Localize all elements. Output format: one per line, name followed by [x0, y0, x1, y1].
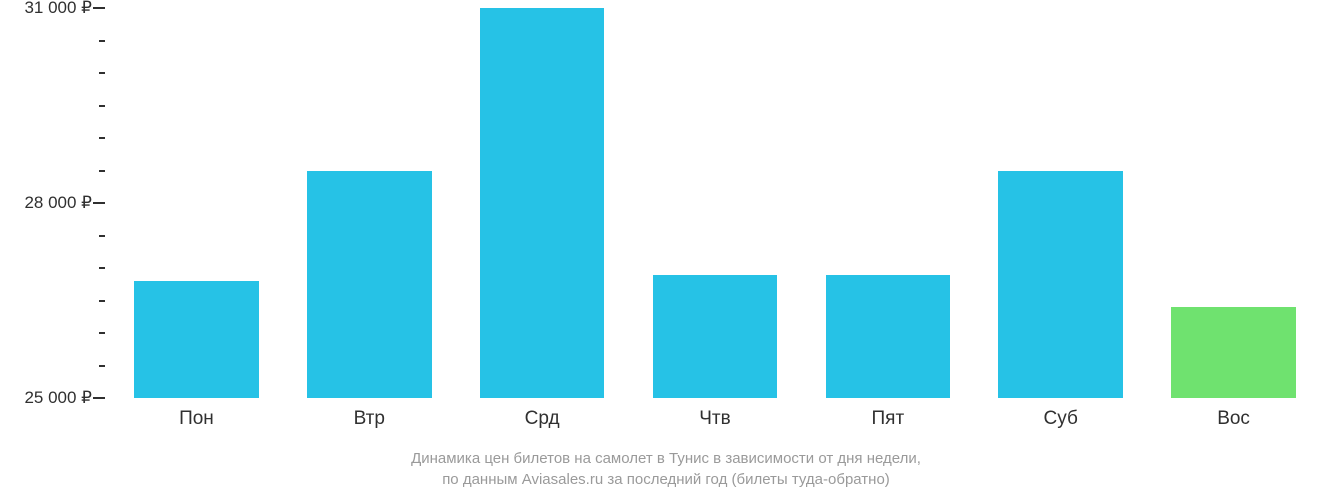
bar — [998, 171, 1122, 399]
bar — [480, 8, 604, 398]
y-tick-minor — [99, 40, 105, 42]
caption-line-2: по данным Aviasales.ru за последний год … — [442, 471, 890, 488]
y-tick-minor — [99, 267, 105, 269]
y-tick-minor — [99, 105, 105, 107]
y-tick-minor — [99, 235, 105, 237]
y-tick-minor — [99, 170, 105, 172]
chart-caption: Динамика цен билетов на самолет в Тунис … — [0, 448, 1332, 490]
caption-line-1: Динамика цен билетов на самолет в Тунис … — [411, 450, 921, 467]
y-axis: 25 000 ₽28 000 ₽31 000 ₽ — [0, 8, 110, 398]
y-tick-major — [93, 397, 105, 399]
bar — [653, 275, 777, 399]
x-tick-label: Вос — [1217, 408, 1250, 430]
x-axis: Пон Втр Срд Чтв Пят Суб Вос — [110, 408, 1320, 436]
price-by-weekday-chart: 25 000 ₽28 000 ₽31 000 ₽ ПонВтрСрдЧтвПят… — [0, 0, 1332, 502]
x-tick-label: Пят — [872, 408, 905, 430]
x-tick-label: Пон — [179, 408, 214, 430]
x-tick-label: Втр — [354, 408, 385, 430]
bar — [134, 281, 258, 398]
plot-area — [110, 8, 1320, 398]
y-tick-major — [93, 202, 105, 204]
x-tick-label: Суб — [1044, 408, 1078, 430]
y-tick-major — [93, 7, 105, 9]
y-tick-minor — [99, 300, 105, 302]
y-tick-minor — [99, 332, 105, 334]
y-tick-minor — [99, 137, 105, 139]
y-tick-label: 28 000 ₽ — [24, 193, 92, 213]
x-tick-label: Чтв — [699, 408, 730, 430]
bar — [826, 275, 950, 399]
y-tick-label: 25 000 ₽ — [24, 388, 92, 408]
bar — [1171, 307, 1295, 398]
y-tick-minor — [99, 365, 105, 367]
x-tick-label: Срд — [525, 408, 560, 430]
y-tick-label: 31 000 ₽ — [24, 0, 92, 18]
bars-container — [110, 8, 1320, 398]
bar — [307, 171, 431, 399]
y-tick-minor — [99, 72, 105, 74]
